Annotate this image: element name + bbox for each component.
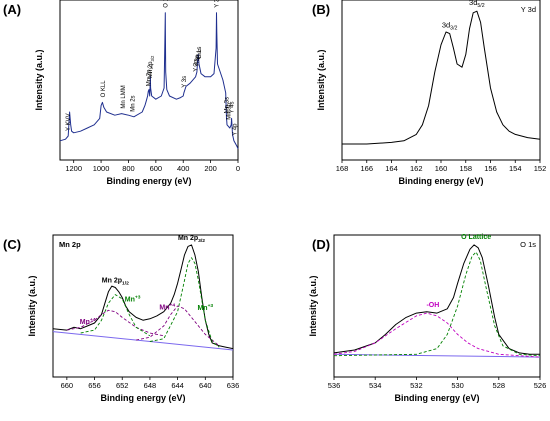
x-tick-label: 644 xyxy=(171,381,184,390)
series-line-mn-3-2p1-2- xyxy=(80,294,151,337)
y-axis-title: Intensity (a.u.) xyxy=(316,49,326,110)
panel-c: (C) 660 656 652 648 644 640 636 Binding energy (… xyxy=(3,234,240,403)
panel-a: (A) 1200 1000 800 600 400 200 0 Binding energy (… xyxy=(3,0,240,186)
x-tick-label: 530 xyxy=(451,381,464,390)
peak-label: C 1s xyxy=(197,47,203,59)
x-tick-label: 528 xyxy=(493,381,506,390)
series-line xyxy=(342,10,541,145)
x-axis-title: Binding energy (eV) xyxy=(394,393,479,403)
plot-frame xyxy=(333,234,541,378)
peak-label: Mn 2p3/2 xyxy=(148,55,155,78)
peak-label: Mn 2p1/2 xyxy=(147,63,154,86)
peak-label: Y 3p1/2 xyxy=(193,53,200,72)
series-line-background xyxy=(333,353,541,358)
panel-letter: (B) xyxy=(312,2,330,17)
x-tick-label: 534 xyxy=(369,381,382,390)
peak-label: -OH xyxy=(426,302,439,309)
x-tick-label: 532 xyxy=(410,381,423,390)
x-tick-label: 0 xyxy=(236,164,240,173)
peak-label: Y 3d xyxy=(215,0,221,8)
x-tick-label: 168 xyxy=(336,164,349,173)
x-tick-label: 160 xyxy=(435,164,448,173)
peak-label: Y 4p xyxy=(232,123,238,136)
x-axis-title: Binding energy (eV) xyxy=(106,176,191,186)
series-line xyxy=(59,12,239,150)
x-tick-label: 158 xyxy=(459,164,472,173)
x-tick-label: 652 xyxy=(116,381,129,390)
x-tick-label: 166 xyxy=(360,164,373,173)
peak-label: O KLL xyxy=(101,80,107,98)
x-tick-label: 600 xyxy=(150,164,163,173)
peak-label: Y 4s xyxy=(230,101,236,113)
peak-label: 3d5/2 xyxy=(469,0,485,9)
x-tick-label: 200 xyxy=(204,164,217,173)
series-line-mn-3-2p3-2- xyxy=(149,257,220,348)
peak-label: Y KVV xyxy=(66,113,72,131)
x-tick-label: 162 xyxy=(410,164,423,173)
corner-label: O 1s xyxy=(520,240,536,249)
x-axis-title: Binding energy (eV) xyxy=(100,393,185,403)
y-axis-title: Intensity (a.u.) xyxy=(27,275,37,336)
plot-frame xyxy=(52,234,234,378)
peak-label: 3d3/2 xyxy=(442,21,458,32)
x-tick-label: 640 xyxy=(199,381,212,390)
panel-b: (B) 168 166 164 162 160 158 156 154 152 Binding en… xyxy=(312,0,546,186)
x-axis-title: Binding energy (eV) xyxy=(398,176,483,186)
peak-label: Mn+4 xyxy=(159,303,175,312)
peak-label: Mn 3s xyxy=(225,97,231,113)
x-tick-label: 164 xyxy=(385,164,398,173)
peak-label: Y 3s xyxy=(182,76,188,88)
x-tick-label: 656 xyxy=(88,381,101,390)
peak-label: Mn+3 xyxy=(125,295,141,304)
peak-label: O Lattice xyxy=(461,234,491,241)
series-line-o-lattice xyxy=(333,251,541,357)
series-line-mn-4-2p1-2- xyxy=(66,309,164,337)
corner-label: Mn 2p xyxy=(59,240,81,249)
peak-label: Mn LMM xyxy=(121,85,127,108)
peak-label: Mn 2s xyxy=(131,95,137,111)
series-line-raw xyxy=(52,244,234,350)
x-tick-label: 660 xyxy=(61,381,74,390)
x-tick-label: 156 xyxy=(484,164,497,173)
peak-label: O 1s xyxy=(163,0,169,8)
peak-label: Mn 2p3/2 xyxy=(178,235,205,244)
y-axis-title: Intensity (a.u.) xyxy=(34,49,44,110)
series-line-raw xyxy=(333,244,540,355)
x-tick-label: 1200 xyxy=(65,164,82,173)
x-tick-label: 526 xyxy=(534,381,547,390)
plot-frame xyxy=(59,0,239,161)
series-line-mn-4-2p3-2- xyxy=(136,305,220,347)
x-tick-label: 154 xyxy=(509,164,522,173)
x-tick-label: 400 xyxy=(177,164,190,173)
peak-label: Mn+4 xyxy=(80,317,96,326)
panel-d: (D) 536 534 532 530 528 526 Binding energy (eV)… xyxy=(308,234,546,403)
peak-label: Mn 3p xyxy=(226,102,232,119)
x-tick-label: 648 xyxy=(144,381,157,390)
panel-letter: (C) xyxy=(3,237,21,252)
x-tick-label: 536 xyxy=(328,381,341,390)
peak-label: Mn+3 xyxy=(197,303,213,312)
x-tick-label: 800 xyxy=(122,164,135,173)
peak-label: Mn 2p1/2 xyxy=(102,278,129,287)
y-axis-title: Intensity (a.u.) xyxy=(308,275,318,336)
corner-label: Y 3d xyxy=(521,5,536,14)
x-tick-label: 636 xyxy=(227,381,240,390)
peak-label: Y 3p3/2 xyxy=(195,48,202,67)
panel-letter: (A) xyxy=(3,2,21,17)
series-line--oh xyxy=(333,312,541,358)
panel-letter: (D) xyxy=(312,237,330,252)
series-line-background xyxy=(52,331,234,351)
x-tick-label: 152 xyxy=(534,164,547,173)
x-tick-label: 1000 xyxy=(93,164,110,173)
